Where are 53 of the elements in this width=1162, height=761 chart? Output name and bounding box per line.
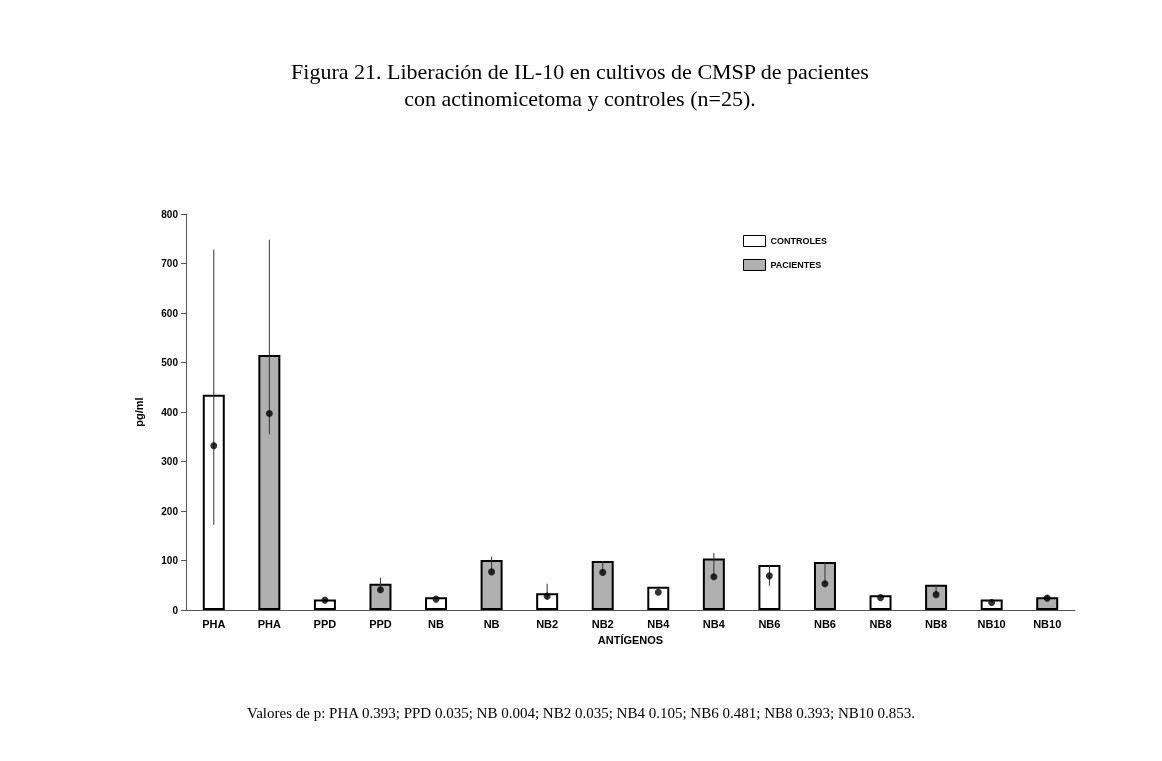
x-tick-label: NB4 [702, 617, 726, 630]
bar [647, 586, 670, 610]
point [765, 572, 773, 580]
point [654, 588, 662, 596]
bar [258, 355, 281, 610]
bar [813, 561, 836, 610]
x-tick-label: NB6 [758, 617, 781, 630]
bar [591, 561, 614, 610]
point [265, 409, 273, 417]
point [821, 580, 829, 588]
point [877, 594, 885, 602]
x-tick-label: NB10 [977, 617, 1006, 630]
point [376, 586, 384, 594]
bar [758, 564, 781, 610]
bar [369, 583, 392, 610]
x-tick-label: NB2 [591, 617, 614, 630]
x-tick-label: PHA [257, 617, 282, 630]
point [599, 568, 607, 576]
legend-label: PACIENTES [770, 260, 822, 270]
y-tick-label: 0 [172, 604, 179, 616]
bar [313, 599, 336, 610]
x-tick-label: NB [483, 617, 500, 630]
y-tick-label: 600 [161, 307, 179, 319]
y-tick-label: 300 [161, 456, 179, 467]
bar [1036, 597, 1059, 610]
x-tick-label: PHA [202, 617, 226, 630]
x-tick-label: NB6 [813, 617, 836, 630]
point [210, 442, 218, 450]
point [488, 568, 496, 576]
x-tick-label: PPD [369, 617, 392, 630]
text: Valores de p: PHA 0.393; PPD 0.035; NB 0.004; NB2 0.035; NB4 0.105; NB6 0.481; NB8 0.393; NB10 0.853. [246, 705, 916, 722]
x-tick-label: NB2 [536, 617, 559, 630]
y-tick-label: 800 [161, 208, 179, 220]
y-axis-title: pg/ml [132, 397, 145, 427]
y-tick-label: 200 [161, 505, 179, 517]
x-tick-label: NB8 [925, 617, 948, 630]
chart-title: Figura 21. Liberación de IL-10 en cultivos de CMSP de pacientes con actinomicetoma y controles (n=25). [290, 58, 870, 112]
y-tick-label: 500 [161, 357, 179, 368]
legend-label: CONTROLES [770, 236, 828, 246]
point [543, 592, 551, 600]
bar [702, 558, 725, 610]
x-tick-label: NB4 [647, 617, 671, 630]
y-tick-label: 100 [161, 555, 179, 566]
y-tick-label: 700 [161, 258, 179, 269]
x-tick-label: NB10 [1033, 617, 1062, 630]
point [710, 573, 718, 581]
y-tick-label: 400 [161, 406, 179, 418]
bar [480, 560, 503, 610]
x-tick-label: PPD [313, 617, 337, 630]
x-tick-label: NB8 [869, 617, 892, 630]
x-axis-title: ANTÍGENOS [597, 633, 664, 646]
x-tick-label: NB [428, 617, 445, 630]
bar [202, 394, 225, 610]
